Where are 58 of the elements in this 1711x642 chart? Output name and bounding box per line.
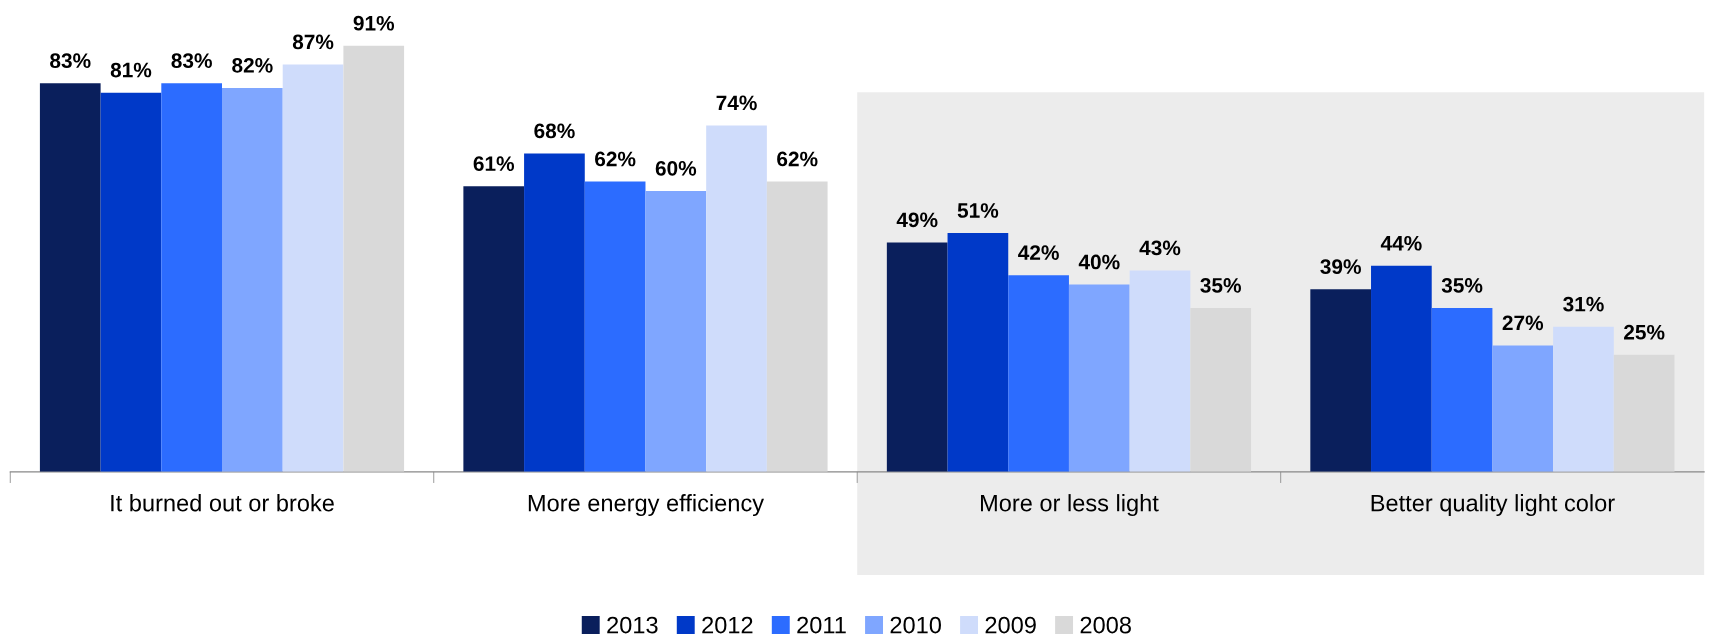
bar <box>706 125 767 472</box>
bar <box>1310 289 1372 472</box>
x-tick-label: More energy efficiency <box>528 494 764 517</box>
data-label: 35% <box>1441 278 1483 293</box>
data-label: 31% <box>1563 296 1604 312</box>
legend-label: 2013 <box>607 616 658 634</box>
data-label: 61% <box>473 156 515 172</box>
data-label: 87% <box>292 34 334 50</box>
x-tick-label: Better quality light color <box>1371 494 1615 517</box>
data-label: 49% <box>896 212 938 228</box>
bar <box>1492 345 1554 472</box>
bar <box>1371 265 1432 472</box>
x-tick-label: More or less light <box>981 494 1159 517</box>
bar <box>1190 308 1252 472</box>
data-label: 51% <box>957 203 999 218</box>
legend-label: 2010 <box>890 616 941 634</box>
legend-label: 2012 <box>702 616 753 634</box>
bar <box>886 242 948 472</box>
data-label: 40% <box>1078 254 1120 270</box>
data-label: 62% <box>777 151 818 167</box>
data-label: 44% <box>1380 235 1422 251</box>
data-label: 91% <box>353 15 395 31</box>
data-label: 82% <box>232 57 273 73</box>
bar <box>947 233 1009 472</box>
data-label: 62% <box>595 151 636 167</box>
bar <box>161 83 222 472</box>
bar <box>766 181 828 472</box>
bar <box>1553 326 1614 472</box>
legend-label: 2009 <box>985 616 1036 634</box>
data-label: 83% <box>50 53 91 69</box>
bar <box>1068 284 1130 472</box>
x-tick-label: It burned out or broke <box>111 494 334 512</box>
bar <box>1129 270 1191 472</box>
bar <box>463 186 525 472</box>
data-label: 83% <box>171 53 212 69</box>
data-label: 27% <box>1502 315 1544 331</box>
bar <box>584 181 646 472</box>
data-label: 43% <box>1139 240 1181 256</box>
bar <box>343 45 405 472</box>
bar <box>1008 275 1069 472</box>
data-label: 74% <box>716 95 757 111</box>
bar <box>222 87 283 472</box>
legend-label: 2011 <box>797 616 846 634</box>
bar <box>39 83 101 472</box>
data-label: 68% <box>534 123 575 139</box>
data-label: 42% <box>1018 245 1059 260</box>
data-label: 39% <box>1320 259 1361 275</box>
data-label: 25% <box>1624 324 1665 340</box>
bar <box>645 190 707 472</box>
legend-label: 2008 <box>1080 616 1131 634</box>
bar <box>524 153 585 472</box>
data-label: 81% <box>110 62 152 78</box>
data-label: 35% <box>1200 278 1241 293</box>
bar <box>1431 308 1493 472</box>
bar <box>1613 354 1675 472</box>
data-label: 60% <box>655 160 697 176</box>
bar <box>282 64 344 472</box>
bar <box>100 92 162 472</box>
